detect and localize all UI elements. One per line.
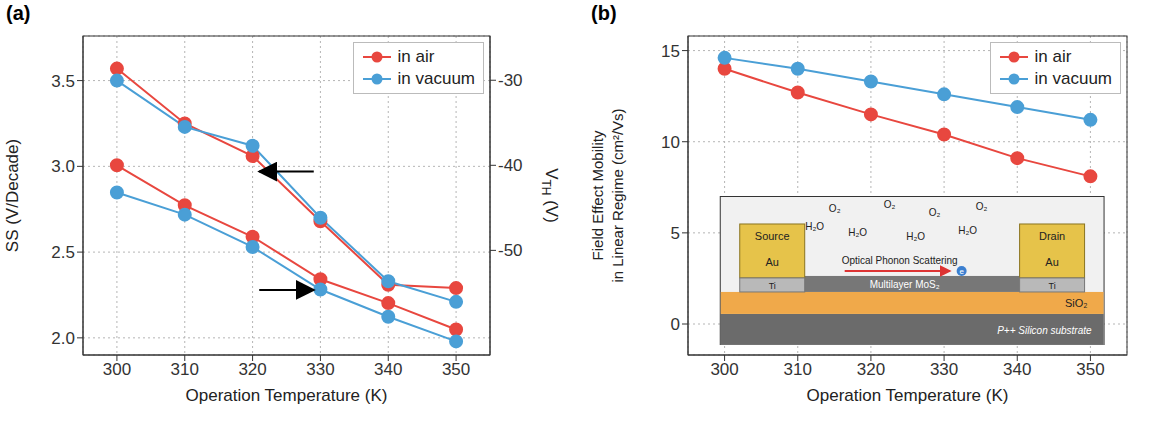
svg-text:O₂: O₂: [829, 202, 841, 213]
svg-text:SiO₂: SiO₂: [1065, 296, 1088, 308]
svg-text:Operation Temperature (K): Operation Temperature (K): [186, 386, 388, 405]
svg-text:Field Effect Mobility: Field Effect Mobility: [589, 130, 606, 260]
svg-text:-40: -40: [498, 156, 523, 175]
svg-text:350: 350: [442, 360, 470, 379]
svg-text:320: 320: [238, 360, 266, 379]
svg-text:15: 15: [661, 42, 680, 61]
svg-text:P++ Silicon substrate: P++ Silicon substrate: [997, 324, 1092, 335]
svg-text:Optical Phonon Scattering: Optical Phonon Scattering: [841, 254, 957, 265]
svg-text:340: 340: [1003, 360, 1031, 379]
html-text:in vacuum: in vacuum: [1034, 69, 1112, 88]
svg-text:in Linear Regime (cm²/Vs): in Linear Regime (cm²/Vs): [609, 108, 626, 282]
svg-text:320: 320: [857, 360, 885, 379]
svg-text:H₂O: H₂O: [805, 220, 824, 231]
svg-text:H₂O: H₂O: [958, 224, 977, 235]
svg-text:300: 300: [710, 360, 738, 379]
svg-text:O₂: O₂: [929, 206, 941, 217]
svg-text:H₂O: H₂O: [848, 226, 867, 237]
svg-text:SS (V/Decade): SS (V/Decade): [3, 139, 22, 252]
html-text:in air: in air: [397, 47, 435, 66]
svg-text:Source: Source: [755, 229, 790, 241]
svg-text:e: e: [959, 266, 964, 275]
svg-text:-30: -30: [498, 71, 523, 90]
svg-text:Ti: Ti: [1048, 280, 1055, 290]
svg-text:3.0: 3.0: [51, 157, 75, 176]
svg-text:330: 330: [306, 360, 334, 379]
svg-text:Operation Temperature (K): Operation Temperature (K): [807, 386, 1009, 405]
html-text:(a): (a): [6, 2, 31, 24]
svg-text:350: 350: [1076, 360, 1104, 379]
svg-text:3.5: 3.5: [51, 72, 75, 91]
svg-text:VTH (V): VTH (V): [539, 168, 561, 223]
html-text:in vacuum: in vacuum: [397, 69, 475, 88]
svg-text:O₂: O₂: [976, 200, 988, 211]
html-text:(b): (b): [591, 2, 617, 24]
svg-text:310: 310: [171, 360, 199, 379]
svg-text:Drain: Drain: [1039, 229, 1065, 241]
svg-text:-50: -50: [498, 241, 523, 260]
svg-text:Au: Au: [1045, 255, 1058, 267]
svg-text:340: 340: [374, 360, 402, 379]
svg-text:2.5: 2.5: [51, 243, 75, 262]
svg-text:0: 0: [671, 315, 680, 334]
svg-text:Au: Au: [765, 255, 778, 267]
svg-text:H₂O: H₂O: [906, 230, 925, 241]
svg-text:10: 10: [661, 133, 680, 152]
svg-text:O₂: O₂: [884, 198, 896, 209]
svg-text:330: 330: [930, 360, 958, 379]
svg-text:2.0: 2.0: [51, 329, 75, 348]
svg-text:310: 310: [784, 360, 812, 379]
svg-text:300: 300: [103, 360, 131, 379]
svg-text:Multilayer MoS₂: Multilayer MoS₂: [869, 278, 939, 289]
svg-text:5: 5: [671, 224, 680, 243]
svg-text:Ti: Ti: [768, 280, 775, 290]
html-text:in air: in air: [1034, 47, 1072, 66]
